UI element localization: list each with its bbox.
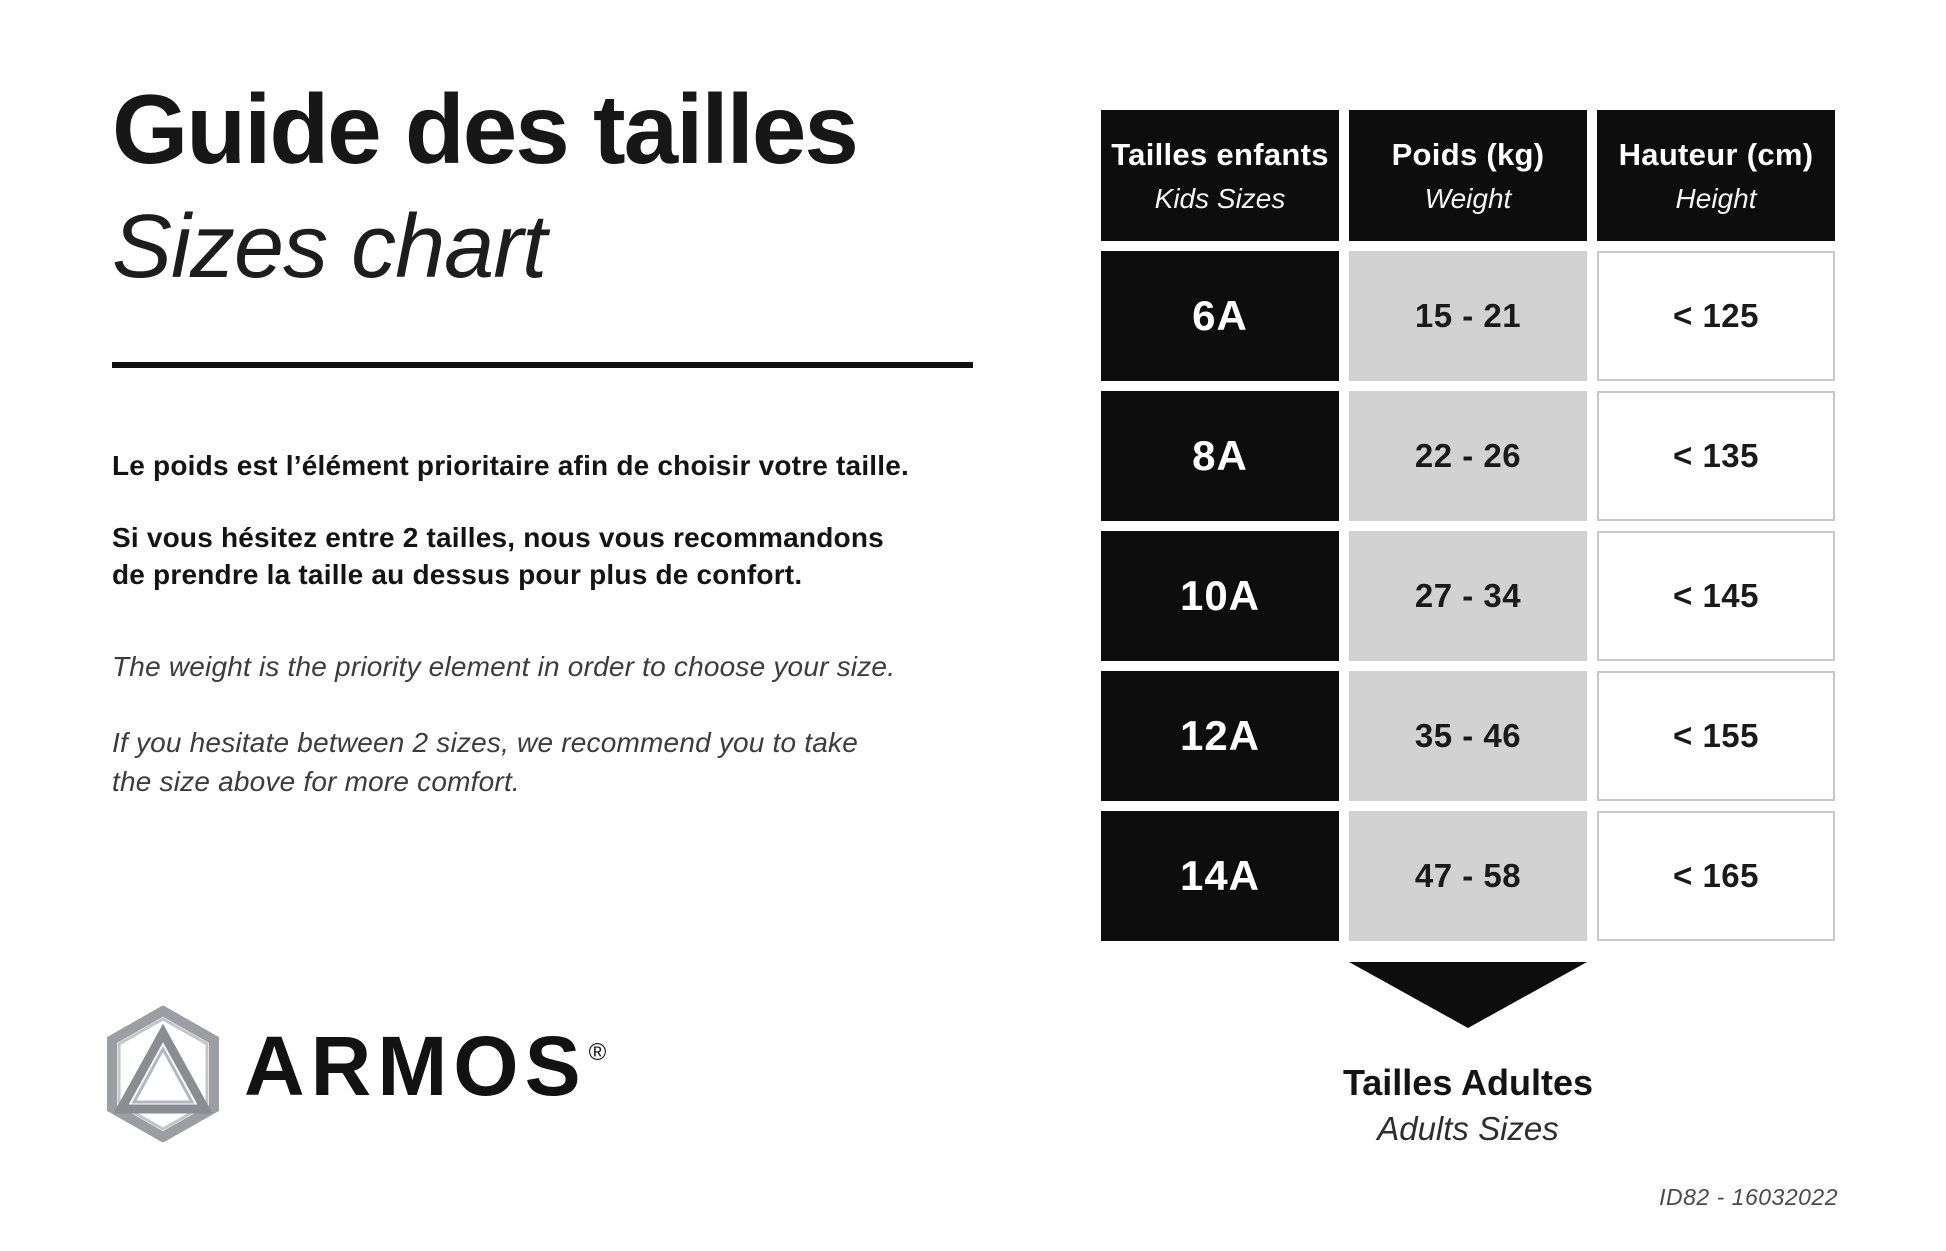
adults-sizes-en-label: Adults Sizes [1377,1110,1559,1147]
weight-cell-14a: 47 - 58 [1349,811,1587,941]
size-cell-14a: 14A [1101,811,1339,941]
intro-fr-line-2a: Si vous hésitez entre 2 tailles, nous vo… [112,522,884,553]
size-cell-12a: 12A [1101,671,1339,801]
brand-name: ARMOS [244,1019,587,1113]
table-header-kids-sizes: Tailles enfants Kids Sizes [1101,110,1339,241]
intro-fr-line-1: Le poids est l’élément prioritaire afin … [112,450,910,481]
intro-en-line-2b: the size above for more comfort. [112,766,520,797]
header-fr-label: Tailles enfants [1111,136,1329,172]
table-header-weight: Poids (kg) Weight [1349,110,1587,241]
size-cell-8a: 8A [1101,391,1339,521]
height-cell-12a: < 155 [1597,671,1835,801]
intro-en-line-1: The weight is the priority element in or… [112,651,896,682]
weight-cell-12a: 35 - 46 [1349,671,1587,801]
header-en-label: Height [1675,182,1757,214]
height-cell-10a: < 145 [1597,531,1835,661]
header-fr-label: Hauteur (cm) [1618,136,1814,172]
weight-cell-8a: 22 - 26 [1349,391,1587,521]
header-fr-label: Poids (kg) [1391,136,1545,172]
height-cell-8a: < 135 [1597,391,1835,521]
weight-cell-10a: 27 - 34 [1349,531,1587,661]
document-id: ID82 - 16032022 [1659,1184,1838,1210]
intro-fr-line-2b: de prendre la taille au dessus pour plus… [112,559,803,590]
size-cell-6a: 6A [1101,251,1339,381]
table-header-height: Hauteur (cm) Height [1597,110,1835,241]
registered-trademark-icon: ® [588,1039,607,1066]
kids-sizes-table: Tailles enfants Kids Sizes Poids (kg) We… [1101,110,1835,941]
page-title: Guide des tailles [112,74,859,184]
height-cell-14a: < 165 [1597,811,1835,941]
adults-sizes-pointer: Tailles Adultes Adults Sizes [1268,1062,1668,1148]
down-arrow-icon [1349,962,1587,1028]
page-subtitle: Sizes chart [112,197,547,297]
intro-en-line-2a: If you hesitate between 2 sizes, we reco… [112,727,859,758]
size-cell-10a: 10A [1101,531,1339,661]
header-en-label: Kids Sizes [1154,182,1286,214]
weight-cell-6a: 15 - 21 [1349,251,1587,381]
brand-wordmark: ARMOS® [244,1024,607,1108]
divider-line [112,362,973,368]
armos-logo-icon [107,1006,219,1142]
adults-sizes-fr-label: Tailles Adultes [1342,1062,1594,1103]
header-en-label: Weight [1424,182,1512,214]
height-cell-6a: < 125 [1597,251,1835,381]
